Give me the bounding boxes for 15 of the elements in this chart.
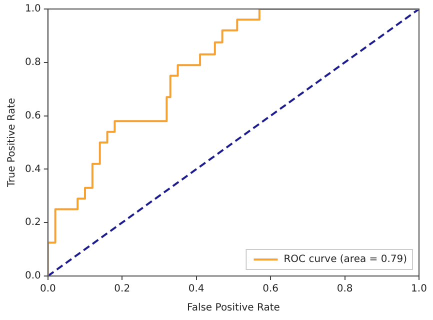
y-tick-label: 1.0 <box>24 4 41 15</box>
x-tick-label: 0.4 <box>188 284 204 295</box>
y-tick-label: 0.0 <box>24 270 41 282</box>
x-tick-label: 0.0 <box>40 284 56 295</box>
x-tick-label: 0.6 <box>262 284 279 295</box>
y-tick-label: 0.2 <box>24 217 41 228</box>
x-tick-label: 1.0 <box>411 284 427 295</box>
y-tick-label: 0.6 <box>24 110 41 122</box>
legend-label: ROC curve (area = 0.79) <box>284 254 408 266</box>
x-tick-label: 0.8 <box>336 284 353 295</box>
x-tick-label: 0.2 <box>114 284 130 295</box>
y-axis-title: True Positive Rate <box>6 98 18 188</box>
y-tick-label: 0.4 <box>24 164 41 175</box>
x-axis-title: False Positive Rate <box>186 302 280 314</box>
y-tick-label: 0.8 <box>24 56 41 68</box>
